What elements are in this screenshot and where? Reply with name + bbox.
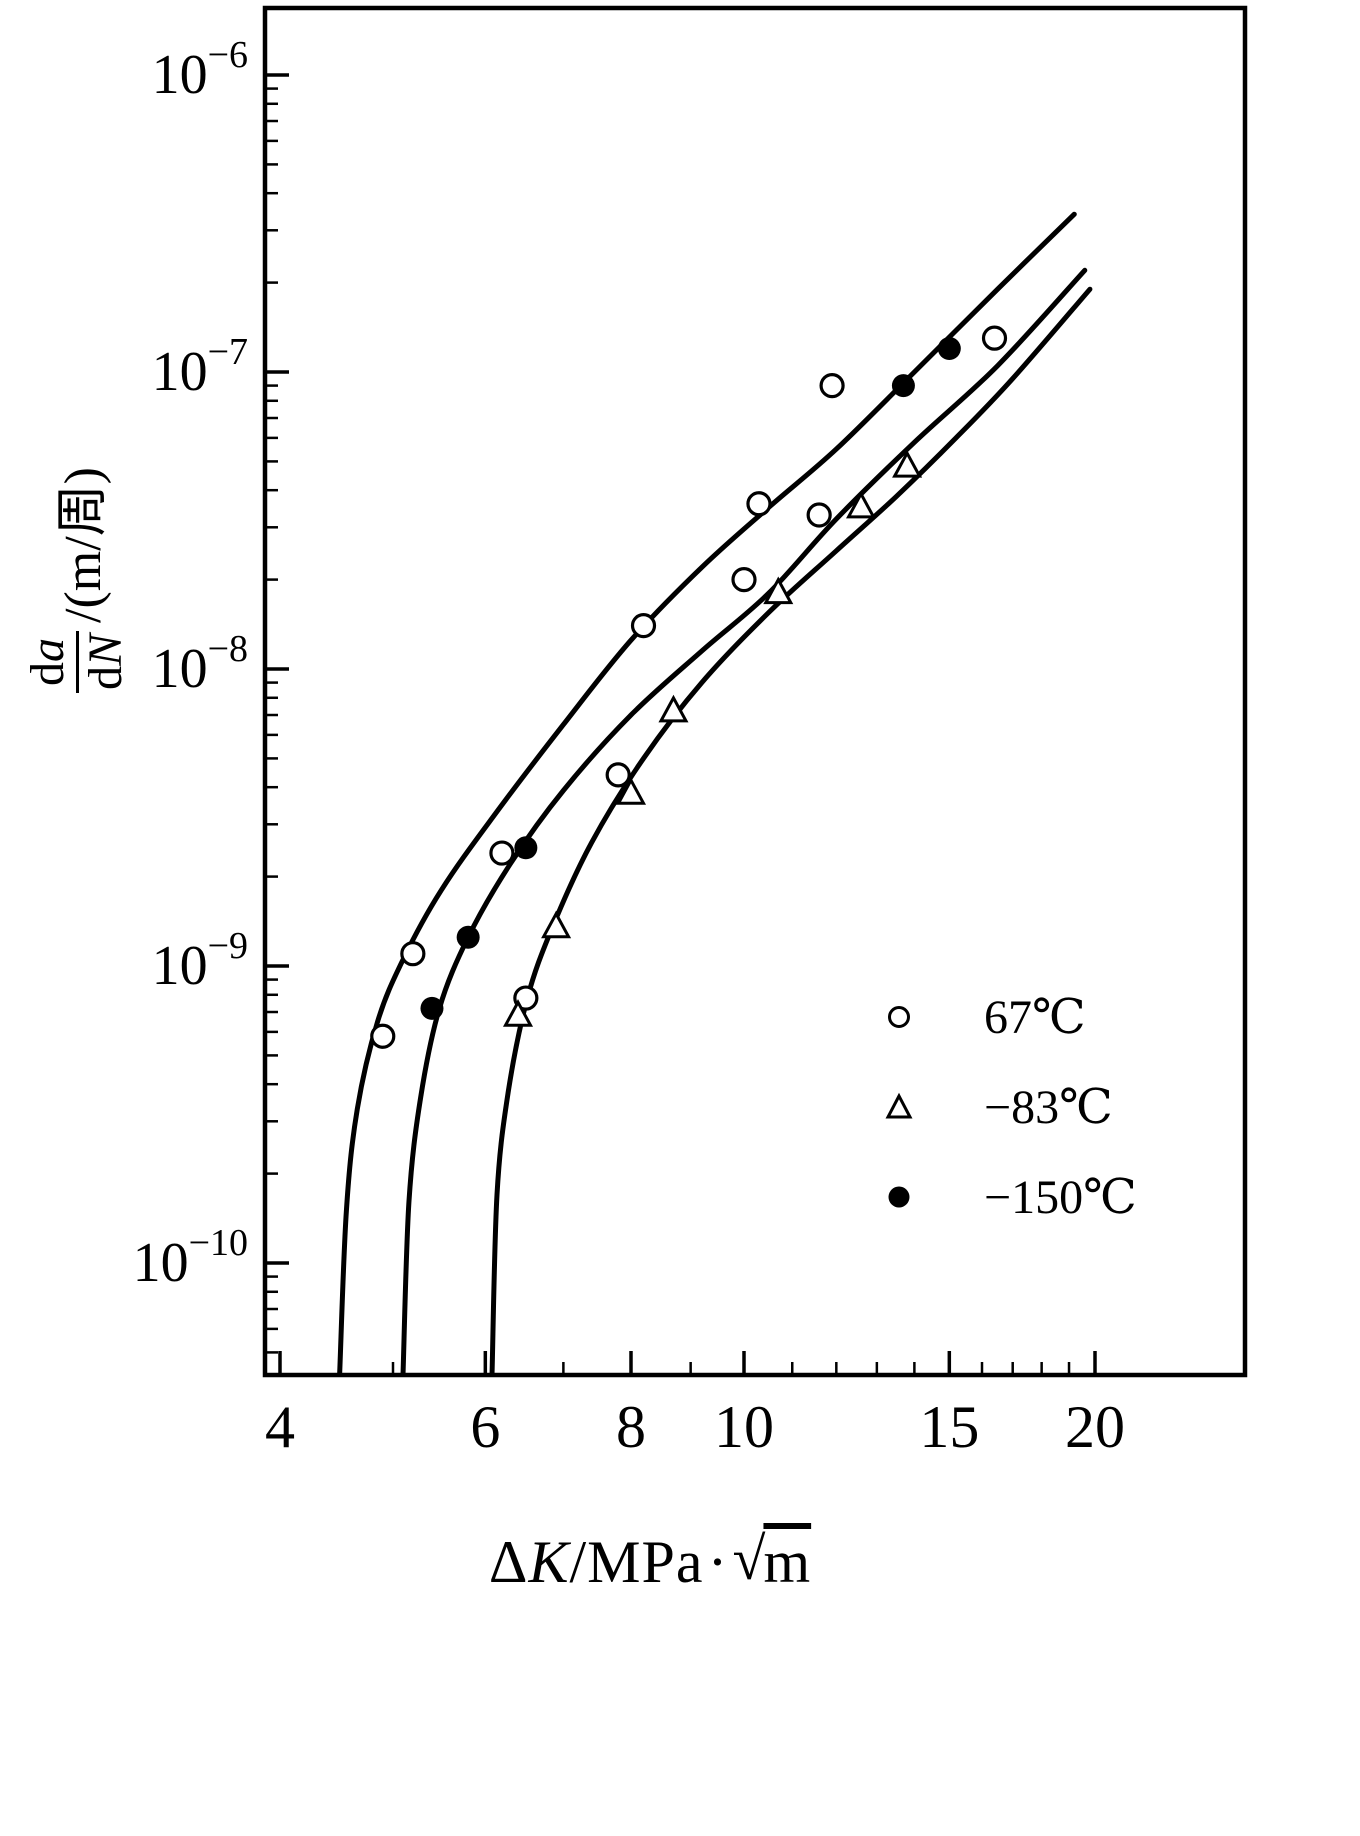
y-tick-label: 10−9 xyxy=(152,925,248,997)
points-67c xyxy=(370,325,1008,1049)
y-axis-unit: /(m/周) xyxy=(54,467,112,623)
x-label-slash: / xyxy=(569,1529,588,1595)
denominator-var: N xyxy=(78,634,132,667)
legend: 67℃ −83℃ −150℃ xyxy=(882,991,1137,1224)
x-tick-label: 15 xyxy=(919,1394,979,1460)
fraction-denominator: dN xyxy=(79,634,132,690)
y-tick-label: 10−7 xyxy=(152,331,248,403)
legend-item-minus83c: −83℃ xyxy=(882,1081,1137,1134)
x-axis-ticks: 4 6 8 10 15 20 xyxy=(265,1351,1125,1460)
sqrt-icon: √ xyxy=(732,1526,767,1592)
data-points xyxy=(370,325,1008,1049)
legend-label-67c: 67℃ xyxy=(984,991,1086,1044)
open-circle-icon xyxy=(888,1006,910,1028)
legend-label-minus150c: −150℃ xyxy=(984,1171,1137,1224)
y-tick-label: 10−6 xyxy=(152,34,248,106)
y-tick-label: 10−8 xyxy=(152,628,248,700)
x-label-delta: Δ xyxy=(488,1529,529,1595)
curve-minus83c xyxy=(489,286,1093,1373)
plot-frame xyxy=(262,5,1248,1378)
x-tick-label: 20 xyxy=(1065,1394,1125,1460)
numerator-d: d xyxy=(20,662,74,686)
legend-item-67c: 67℃ xyxy=(882,991,1137,1044)
x-label-unit: MPa xyxy=(587,1529,704,1595)
x-label-radicand: m xyxy=(763,1529,812,1595)
x-axis-label: ΔK/MPa·√m xyxy=(230,1526,1070,1597)
denominator-d: d xyxy=(78,666,132,691)
legend-item-minus150c: −150℃ xyxy=(882,1171,1137,1224)
y-tick-label: 10−10 xyxy=(133,1222,248,1294)
fraction-numerator: da xyxy=(20,631,79,693)
x-tick-label: 4 xyxy=(265,1394,295,1460)
curve-minus150c xyxy=(400,267,1088,1373)
filled-circle-icon xyxy=(888,1186,910,1208)
points-minus83c xyxy=(502,450,923,1027)
x-tick-label: 6 xyxy=(470,1394,500,1460)
x-tick-label: 10 xyxy=(714,1394,774,1460)
legend-label-minus83c: −83℃ xyxy=(984,1081,1113,1134)
y-axis-ticks: 10−6 10−7 10−8 10−9 10−10 xyxy=(133,34,289,1354)
y-axis-fraction: da dN xyxy=(20,631,132,693)
open-triangle-icon xyxy=(885,1092,913,1119)
points-minus150c xyxy=(420,336,961,1020)
x-label-var: K xyxy=(528,1529,570,1595)
x-label-dot: · xyxy=(707,1529,729,1595)
x-tick-label: 8 xyxy=(616,1394,646,1460)
y-axis-label: da dN /(m/周) xyxy=(17,345,137,815)
numerator-var: a xyxy=(20,638,74,662)
